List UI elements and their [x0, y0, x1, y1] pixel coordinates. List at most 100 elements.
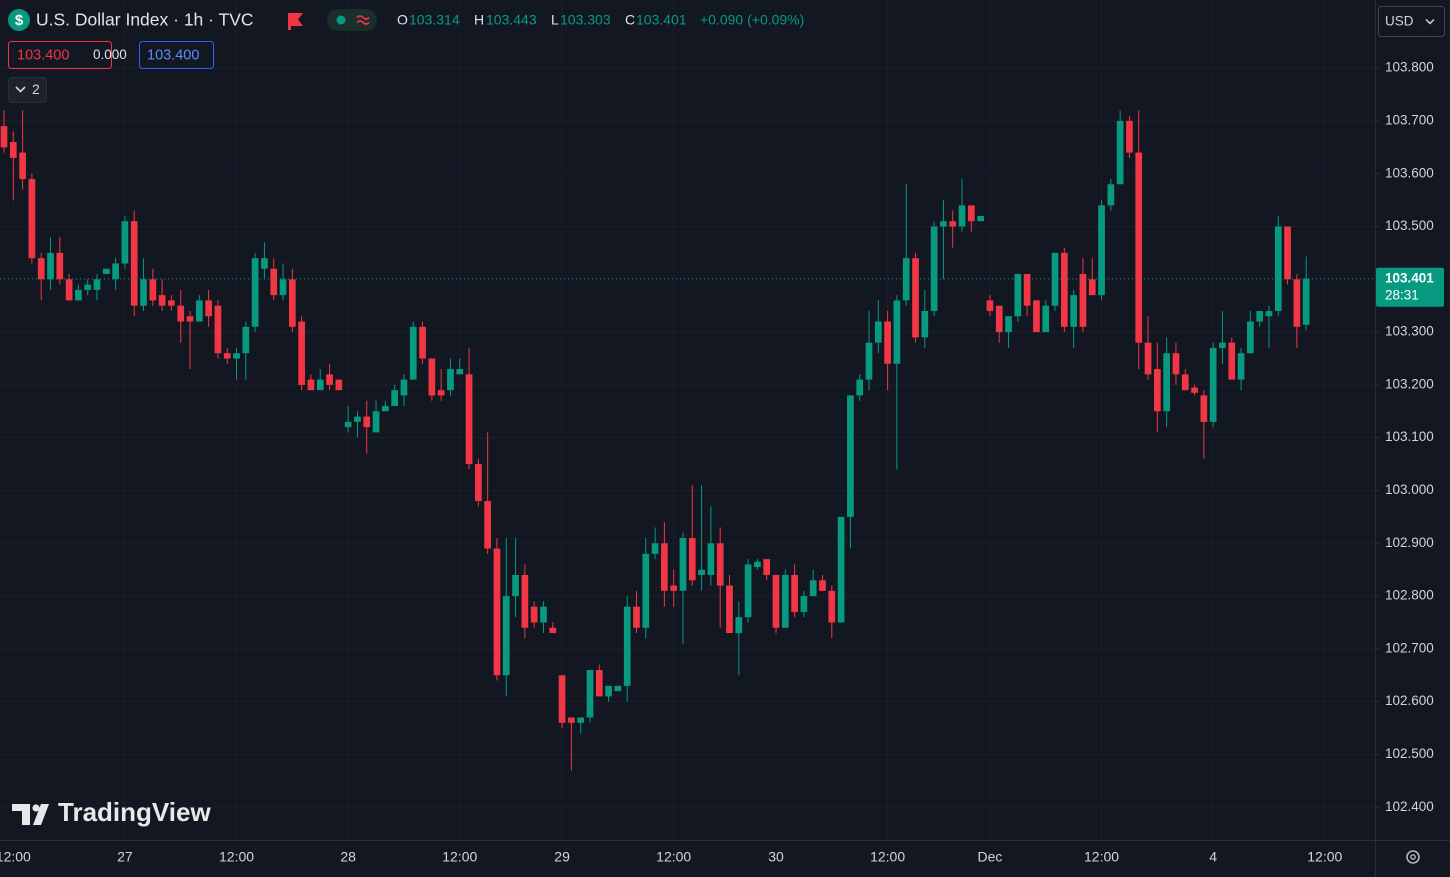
last-price-label: 103.401 [1385, 270, 1434, 285]
candle-body [726, 585, 733, 634]
candle-body [428, 358, 436, 396]
candle-body [568, 717, 575, 723]
candle-body [865, 342, 873, 380]
symbol-icon-glyph: $ [15, 12, 24, 29]
candle-body [847, 395, 854, 517]
ohlc-value: 103.443 [486, 12, 537, 28]
symbol-title[interactable]: U.S. Dollar Index · 1h · TVC [36, 10, 254, 30]
candle-body [1265, 310, 1273, 317]
y-tick-label: 102.900 [1385, 535, 1434, 550]
candle-body [912, 258, 919, 338]
candle-body [558, 675, 566, 723]
candle-body [121, 221, 129, 264]
settings-icon[interactable] [1406, 850, 1420, 864]
candle-body [716, 543, 724, 586]
y-tick-label: 103.000 [1385, 482, 1434, 497]
candle-body [958, 205, 966, 227]
candle-body [316, 379, 324, 391]
currency-select[interactable] [1378, 6, 1445, 37]
flag-icon[interactable] [288, 13, 303, 30]
candle-body [195, 300, 203, 322]
y-tick-label: 103.100 [1385, 429, 1434, 444]
candle-body [261, 258, 268, 269]
candle-body [28, 178, 36, 259]
candle-body [893, 300, 901, 364]
ohlc-letter: O [397, 12, 408, 28]
candle-body [512, 574, 519, 597]
tv-logo-dot [32, 804, 40, 812]
candle-body [791, 574, 798, 612]
candle-body [1284, 226, 1291, 280]
status-pill[interactable] [327, 9, 377, 31]
candle-body [642, 553, 650, 628]
candle-body [763, 559, 771, 575]
buy-box[interactable] [139, 41, 214, 69]
candle-body [214, 305, 222, 354]
candle-body [205, 300, 212, 317]
candle-body [837, 516, 845, 623]
indicators-toggle[interactable] [8, 77, 47, 103]
candle-body [93, 279, 101, 290]
x-tick-label: 12:00 [1307, 849, 1342, 865]
candle-body [707, 543, 715, 575]
candle-body [856, 379, 864, 396]
candle-body [940, 221, 947, 227]
candle-body [930, 226, 938, 311]
candle-body [149, 279, 157, 301]
candle-body [419, 326, 426, 359]
grid [0, 0, 1375, 840]
candle-body [65, 279, 73, 301]
candle-body [437, 390, 445, 396]
candle-body [112, 263, 119, 280]
candle-body [772, 574, 780, 628]
candle-body [233, 353, 240, 359]
sell-box[interactable] [8, 41, 112, 69]
x-tick-label: 12:00 [870, 849, 905, 865]
candle-body [1116, 120, 1124, 185]
candle-body [1079, 274, 1087, 327]
candle-body [744, 564, 752, 618]
x-tick-label: 12:00 [0, 849, 31, 865]
candle-body [130, 221, 138, 306]
y-tick-label: 103.800 [1385, 60, 1434, 75]
candle-body [298, 321, 305, 385]
last-price-tag [1376, 267, 1444, 307]
candle-body [186, 316, 194, 322]
candle-body [1228, 342, 1236, 380]
candle-body [995, 305, 1003, 333]
candle-body [363, 416, 371, 428]
y-tick-label: 102.700 [1385, 640, 1434, 655]
candle-body [1163, 353, 1171, 412]
candle-body [1256, 310, 1264, 322]
candle-body [605, 685, 612, 697]
candle-body [1191, 387, 1198, 393]
candle-body [1070, 295, 1077, 327]
x-tick-label: 12:00 [1084, 849, 1119, 865]
candle-body [19, 152, 26, 179]
candle-body [819, 580, 826, 591]
candle-body [140, 279, 147, 306]
x-tick-label: 28 [340, 849, 356, 865]
candle-body [1172, 353, 1180, 375]
candle-body [661, 543, 668, 591]
candle-body [595, 669, 603, 697]
buy-price: 103.400 [147, 47, 199, 63]
candle-body [84, 284, 92, 290]
candle-body [1219, 342, 1226, 348]
candle-body [37, 258, 45, 280]
delayed-icon [356, 15, 370, 25]
candle-body [800, 596, 808, 612]
candle-body [633, 606, 640, 628]
candle-body [354, 416, 361, 422]
x-tick-label: 12:00 [656, 849, 691, 865]
candle-body [651, 543, 659, 554]
candle-body [679, 538, 687, 591]
ohlc-letter: C [625, 12, 635, 28]
candle-body [409, 326, 417, 380]
candle-body [540, 606, 547, 623]
candle-body [1051, 252, 1059, 306]
ohlc-change: +0.090 (+0.09%) [700, 12, 804, 28]
candle-body [1274, 226, 1282, 311]
indicators-count: 2 [32, 81, 40, 97]
